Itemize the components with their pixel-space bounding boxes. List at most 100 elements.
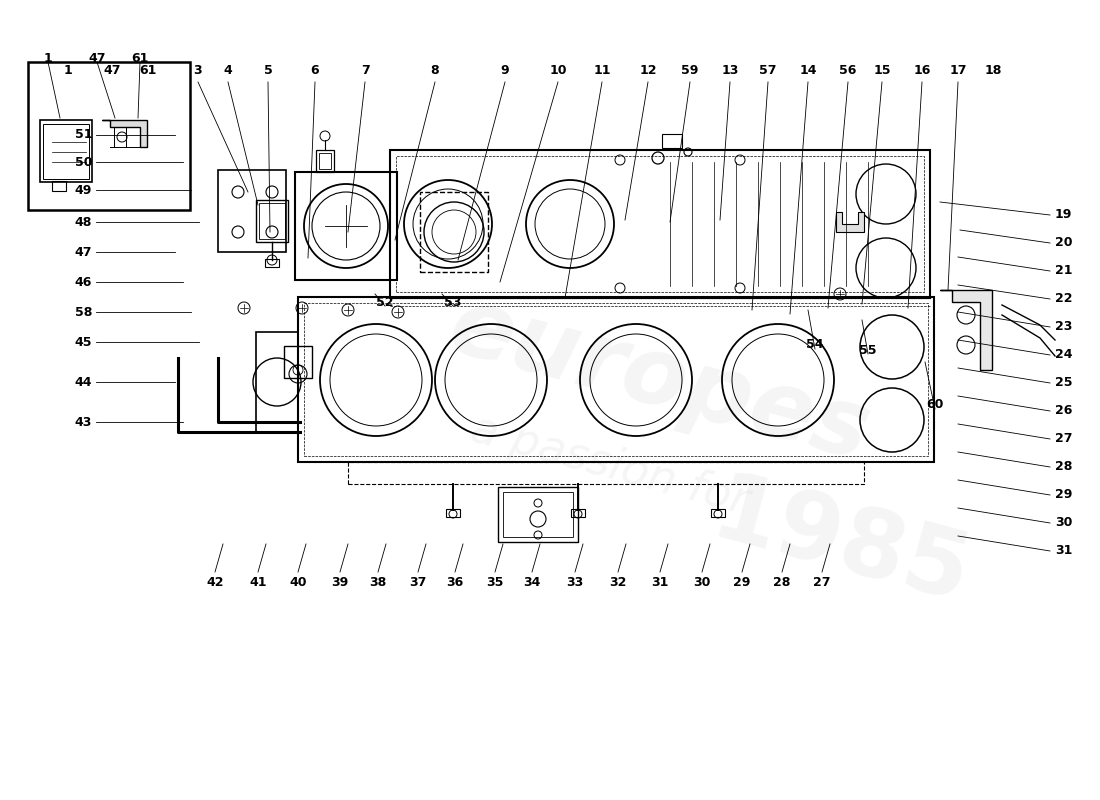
Bar — [390, 150, 930, 298]
Bar — [295, 172, 397, 280]
Text: 30: 30 — [693, 575, 711, 589]
Bar — [711, 509, 725, 517]
Text: 10: 10 — [549, 63, 566, 77]
Text: 47: 47 — [103, 63, 121, 77]
Text: 15: 15 — [873, 63, 891, 77]
Bar — [298, 297, 934, 462]
Text: 61: 61 — [140, 63, 156, 77]
Text: 34: 34 — [524, 575, 541, 589]
Text: 55: 55 — [859, 343, 877, 357]
Text: 19: 19 — [1055, 209, 1072, 222]
Text: 57: 57 — [759, 63, 777, 77]
Bar — [662, 134, 682, 148]
Text: 43: 43 — [75, 415, 92, 429]
Text: 3: 3 — [194, 63, 202, 77]
Text: 28: 28 — [1055, 461, 1072, 474]
Text: 38: 38 — [370, 575, 386, 589]
Text: 8: 8 — [431, 63, 439, 77]
Text: 40: 40 — [289, 575, 307, 589]
Text: 42: 42 — [207, 575, 223, 589]
Bar — [503, 492, 573, 537]
Text: 36: 36 — [447, 575, 463, 589]
Text: 24: 24 — [1055, 349, 1072, 362]
Text: 37: 37 — [409, 575, 427, 589]
Bar — [265, 259, 279, 267]
Text: 29: 29 — [734, 575, 750, 589]
Text: 1: 1 — [64, 63, 73, 77]
Text: 1985: 1985 — [701, 466, 979, 623]
Text: 29: 29 — [1055, 489, 1072, 502]
Text: 52: 52 — [376, 295, 394, 309]
Text: europes: europes — [440, 280, 880, 480]
Bar — [396, 156, 924, 292]
Bar — [40, 120, 92, 182]
Text: 27: 27 — [813, 575, 830, 589]
Text: 44: 44 — [75, 375, 92, 389]
Text: 45: 45 — [75, 335, 92, 349]
Polygon shape — [836, 212, 864, 232]
Text: 39: 39 — [331, 575, 349, 589]
Bar — [304, 303, 928, 456]
Text: 7: 7 — [361, 63, 370, 77]
Text: 56: 56 — [839, 63, 857, 77]
Polygon shape — [940, 290, 992, 370]
Text: 5: 5 — [264, 63, 273, 77]
Text: 4: 4 — [223, 63, 232, 77]
Bar — [420, 192, 488, 272]
Bar — [446, 509, 460, 517]
Bar — [28, 62, 190, 210]
Text: 47: 47 — [75, 246, 92, 258]
Text: 20: 20 — [1055, 237, 1072, 250]
Text: 26: 26 — [1055, 405, 1072, 418]
Bar — [256, 332, 298, 432]
Text: 16: 16 — [913, 63, 931, 77]
Text: 35: 35 — [486, 575, 504, 589]
Text: 18: 18 — [984, 63, 1002, 77]
Bar — [256, 200, 288, 242]
Text: 61: 61 — [131, 51, 149, 65]
Text: 23: 23 — [1055, 321, 1072, 334]
Text: 50: 50 — [75, 155, 92, 169]
Bar — [258, 203, 285, 239]
Text: 33: 33 — [566, 575, 584, 589]
Text: 21: 21 — [1055, 265, 1072, 278]
Text: 49: 49 — [75, 183, 92, 197]
Text: 48: 48 — [75, 215, 92, 229]
Bar — [284, 346, 312, 378]
Text: 32: 32 — [609, 575, 627, 589]
Text: 13: 13 — [722, 63, 739, 77]
Bar — [498, 487, 578, 542]
Bar — [348, 462, 864, 484]
Text: 12: 12 — [639, 63, 657, 77]
Text: 46: 46 — [75, 275, 92, 289]
Text: 51: 51 — [75, 129, 92, 142]
Bar — [52, 181, 66, 191]
Text: 59: 59 — [681, 63, 698, 77]
Text: 58: 58 — [75, 306, 92, 318]
Text: 28: 28 — [773, 575, 791, 589]
Bar — [43, 124, 89, 179]
Text: 41: 41 — [250, 575, 266, 589]
Text: 17: 17 — [949, 63, 967, 77]
Text: 1: 1 — [44, 51, 53, 65]
Bar — [316, 150, 334, 172]
Text: 22: 22 — [1055, 293, 1072, 306]
Text: 31: 31 — [1055, 545, 1072, 558]
Text: a passion for: a passion for — [466, 407, 754, 523]
Bar — [319, 153, 331, 169]
Text: 6: 6 — [310, 63, 319, 77]
Text: 11: 11 — [593, 63, 611, 77]
Text: 27: 27 — [1055, 433, 1072, 446]
Text: 25: 25 — [1055, 377, 1072, 390]
Text: 60: 60 — [926, 398, 944, 411]
Text: 53: 53 — [444, 295, 462, 309]
Text: 47: 47 — [88, 51, 106, 65]
Text: 31: 31 — [651, 575, 669, 589]
Text: 9: 9 — [500, 63, 509, 77]
Polygon shape — [102, 120, 147, 147]
Bar — [218, 170, 286, 252]
Text: 14: 14 — [800, 63, 816, 77]
Text: 54: 54 — [806, 338, 824, 351]
Text: 30: 30 — [1055, 517, 1072, 530]
Bar — [571, 509, 585, 517]
